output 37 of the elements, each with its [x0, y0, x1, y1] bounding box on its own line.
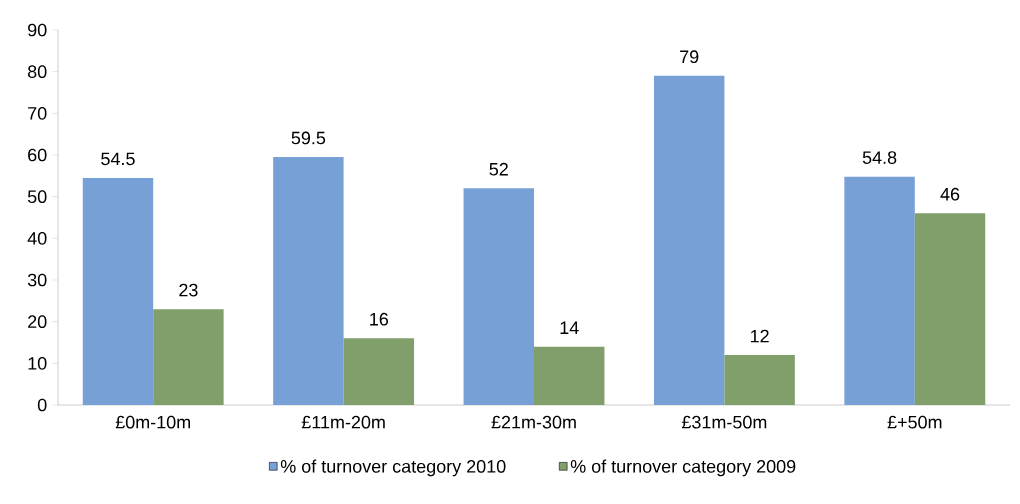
x-tick-label: £31m-50m — [681, 415, 767, 429]
bar — [844, 176, 915, 405]
y-tick-label: 60 — [28, 148, 47, 162]
data-label: 12 — [750, 329, 769, 343]
y-tick-label: 0 — [37, 398, 47, 412]
y-tick-label: 70 — [28, 106, 47, 120]
data-label: 52 — [489, 162, 508, 176]
data-label: 54.5 — [101, 152, 135, 166]
data-label: 54.8 — [862, 151, 897, 164]
x-tick-label: £21m-30m — [491, 415, 576, 429]
bar — [273, 157, 344, 405]
data-label: 59.5 — [291, 131, 326, 145]
data-label: 14 — [560, 321, 579, 334]
data-label: 46 — [940, 187, 960, 201]
legend-label: % of turnover category 2009 — [570, 459, 796, 477]
bar — [82, 177, 154, 405]
data-label: 16 — [370, 312, 389, 326]
data-label: 23 — [179, 283, 198, 297]
bar — [463, 188, 534, 405]
bar — [653, 75, 725, 405]
x-tick-label: £+50m — [887, 415, 942, 429]
bar — [724, 355, 795, 405]
y-tick-label: 50 — [27, 190, 47, 204]
bar — [153, 309, 224, 405]
y-tick-label: 90 — [28, 23, 47, 37]
y-tick-label: 20 — [28, 315, 47, 329]
y-tick-label: 30 — [27, 273, 47, 287]
bar — [914, 213, 986, 405]
y-tick-label: 80 — [27, 65, 47, 79]
y-tick-label: 40 — [27, 231, 47, 245]
x-tick-label: £11m-20m — [301, 415, 385, 429]
y-tick-label: 10 — [28, 356, 47, 370]
legend-label: % of turnover category 2010 — [280, 459, 506, 477]
data-label: 79 — [680, 50, 699, 64]
bar — [343, 338, 415, 405]
x-tick-label: £0m-10m — [115, 415, 190, 429]
bar — [534, 346, 605, 405]
